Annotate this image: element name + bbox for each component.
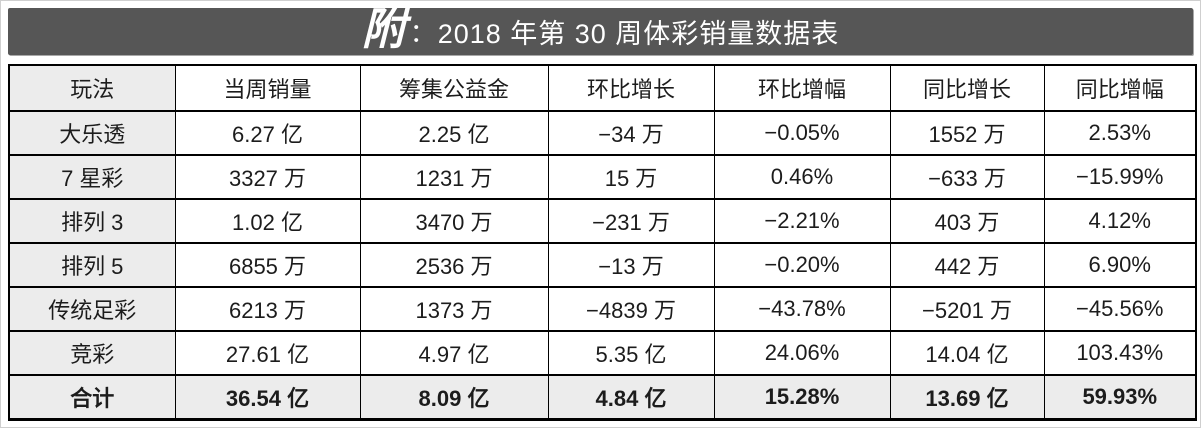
lottery-sales-table: 玩法 当周销量 筹集公益金 环比增长 环比增幅 同比增长 同比增幅 大乐透 6.27 亿 2.2… — [8, 64, 1197, 421]
table-cell: 0.46% — [713, 154, 891, 200]
table-cell: −0.20% — [713, 242, 891, 288]
table-row: 排列 5 6855 万 2536 万 −13 万 −0.20% 442 万 6.90% — [8, 242, 1197, 288]
table-cell: 6.27 亿 — [174, 110, 361, 156]
table-cell: 403 万 — [889, 198, 1045, 244]
header-row: 玩法 当周销量 筹集公益金 环比增长 环比增幅 同比增长 同比增幅 — [8, 64, 1197, 112]
table-title-bar: 附 ： 2018 年第 30 周体彩销量数据表 — [8, 3, 1193, 55]
row-label: 大乐透 — [8, 110, 176, 156]
table-cell: 4.84 亿 — [547, 374, 715, 420]
table-cell: −13 万 — [547, 242, 715, 288]
row-label: 竞彩 — [8, 330, 176, 376]
table-cell: 14.04 亿 — [889, 330, 1045, 376]
row-label: 传统足彩 — [8, 286, 176, 332]
table-cell: 27.61 亿 — [174, 330, 361, 376]
table-cell: 6855 万 — [174, 242, 361, 288]
table-cell: 1.02 亿 — [174, 198, 361, 244]
table-cell: −34 万 — [547, 110, 715, 156]
table-cell: 4.12% — [1043, 198, 1197, 244]
column-header: 筹集公益金 — [359, 64, 549, 112]
table-cell: −2.21% — [713, 198, 891, 244]
table-header: 玩法 当周销量 筹集公益金 环比增长 环比增幅 同比增长 同比增幅 — [8, 64, 1197, 112]
table-cell: 36.54 亿 — [174, 374, 361, 420]
table-cell: 13.69 亿 — [889, 374, 1045, 420]
total-row: 合计 36.54 亿 8.09 亿 4.84 亿 15.28% 13.69 亿 59.93% — [8, 374, 1197, 420]
table-cell: −43.78% — [713, 286, 891, 332]
table-cell: −231 万 — [547, 198, 715, 244]
table-cell: 1231 万 — [359, 154, 549, 200]
table-cell: 59.93% — [1043, 374, 1197, 420]
table-row: 大乐透 6.27 亿 2.25 亿 −34 万 −0.05% 1552 万 2.53% — [8, 110, 1197, 156]
table-cell: −0.05% — [713, 110, 891, 156]
table-cell: 3470 万 — [359, 198, 549, 244]
column-header: 同比增幅 — [1043, 64, 1197, 112]
column-header: 环比增长 — [547, 64, 715, 112]
column-header: 玩法 — [8, 64, 176, 112]
table-cell: 442 万 — [889, 242, 1045, 288]
table-cell: −45.56% — [1043, 286, 1197, 332]
table-title: 2018 年第 30 周体彩销量数据表 — [437, 19, 840, 49]
table-cell: 3327 万 — [174, 154, 361, 200]
title-calligraphy-prefix: 附 — [361, 3, 406, 55]
column-header: 环比增幅 — [713, 64, 891, 112]
table-cell: 5.35 亿 — [547, 330, 715, 376]
table-body: 大乐透 6.27 亿 2.25 亿 −34 万 −0.05% 1552 万 2.53% 7 星… — [8, 110, 1197, 420]
table-cell: 1373 万 — [359, 286, 549, 332]
table-row: 竞彩 27.61 亿 4.97 亿 5.35 亿 24.06% 14.04 亿 103.43… — [8, 330, 1197, 376]
table-cell: 15.28% — [713, 374, 891, 420]
table-cell: 1552 万 — [889, 110, 1045, 156]
table-cell: 6.90% — [1043, 242, 1197, 288]
row-label: 排列 5 — [8, 242, 176, 288]
table-cell: 2536 万 — [359, 242, 549, 288]
table-cell: 4.97 亿 — [359, 330, 549, 376]
table-cell: −4839 万 — [547, 286, 715, 332]
table-cell: −633 万 — [889, 154, 1045, 200]
table-cell: −5201 万 — [889, 286, 1045, 332]
table-cell: 2.25 亿 — [359, 110, 549, 156]
table-row: 排列 3 1.02 亿 3470 万 −231 万 −2.21% 403 万 4.12% — [8, 198, 1197, 244]
table-cell: 24.06% — [713, 330, 891, 376]
row-label: 合计 — [8, 374, 176, 420]
column-header: 同比增长 — [889, 64, 1045, 112]
table-cell: 2.53% — [1043, 110, 1197, 156]
table-cell: 8.09 亿 — [359, 374, 549, 420]
table-cell: 6213 万 — [174, 286, 361, 332]
table-cell: 103.43% — [1043, 330, 1197, 376]
row-label: 7 星彩 — [8, 154, 176, 200]
column-header: 当周销量 — [174, 64, 361, 112]
table-cell: −15.99% — [1043, 154, 1197, 200]
title-separator: ： — [409, 18, 436, 48]
table-cell: 15 万 — [547, 154, 715, 200]
table-row: 7 星彩 3327 万 1231 万 15 万 0.46% −633 万 −15.99% — [8, 154, 1197, 200]
table-row: 传统足彩 6213 万 1373 万 −4839 万 −43.78% −5201 万 −45… — [8, 286, 1197, 332]
row-label: 排列 3 — [8, 198, 176, 244]
